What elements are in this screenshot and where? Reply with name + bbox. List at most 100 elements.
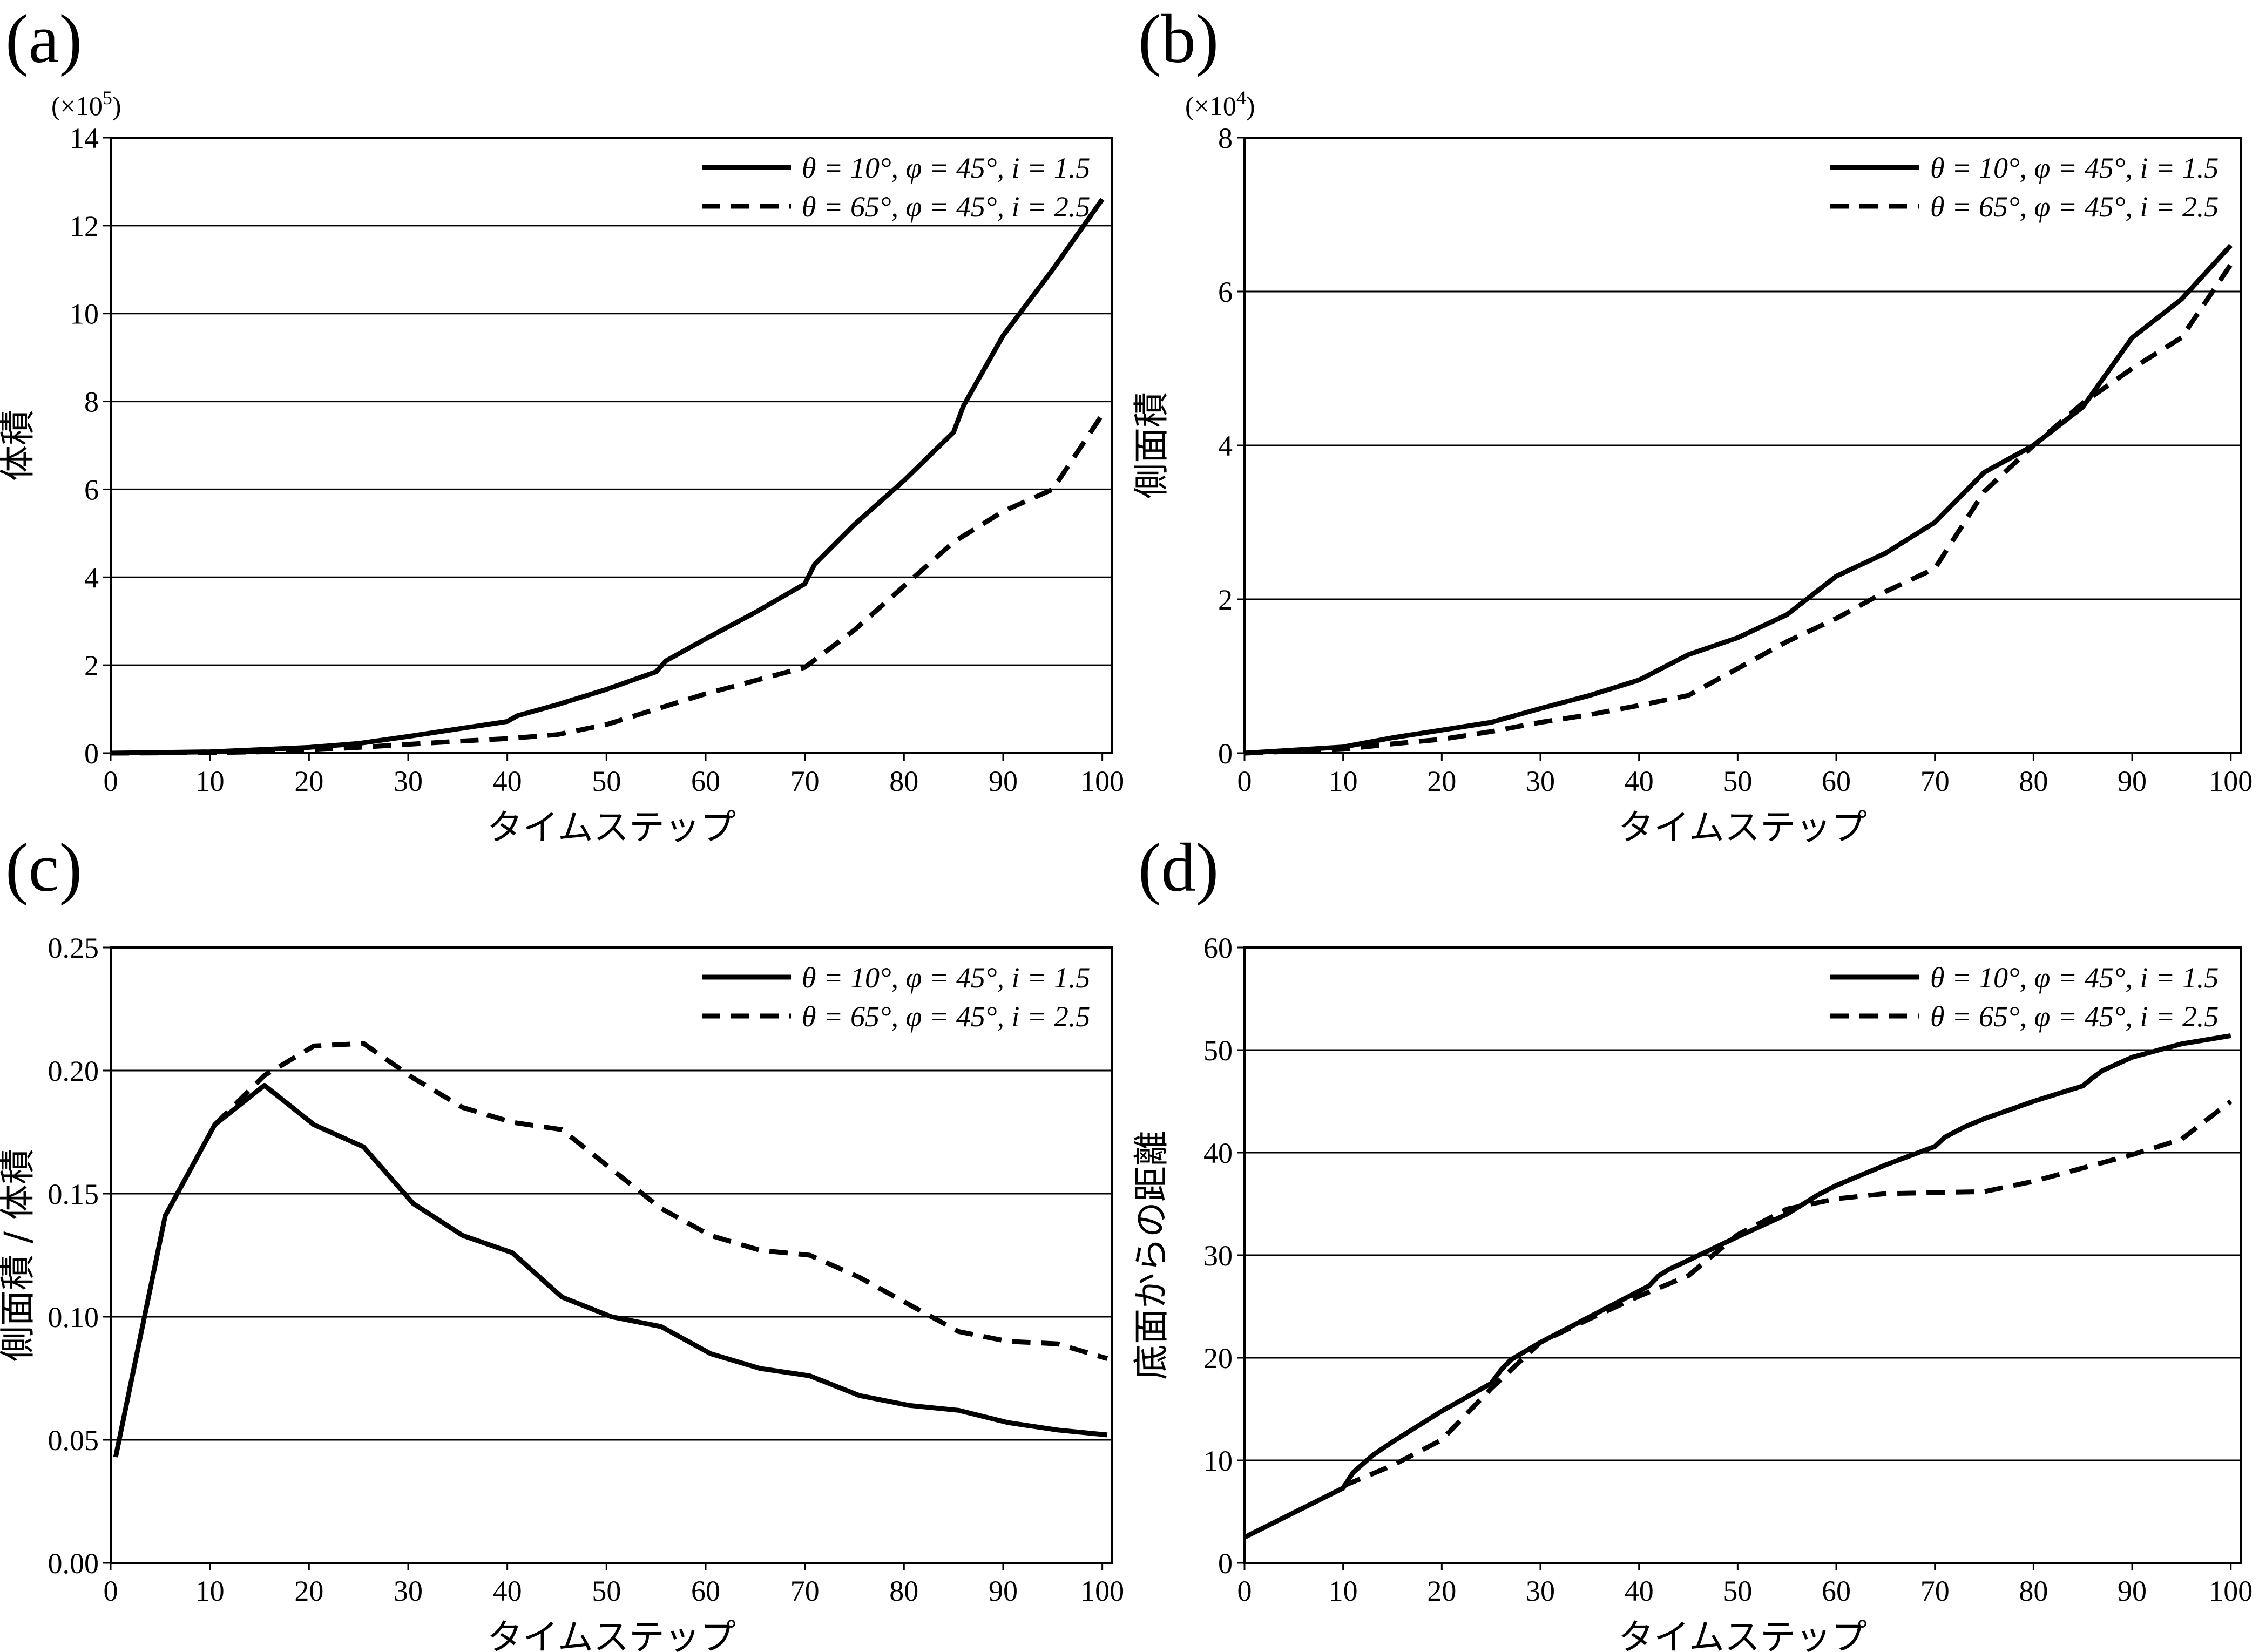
y-tick-label: 40 [1203,1137,1233,1169]
legend-entry-2: θ = 65°, φ = 45°, i = 2.5 [1930,1000,2219,1033]
x-tick-label: 90 [989,765,1018,797]
y-axis-label: 側面積 [1131,392,1172,499]
x-tick-label: 50 [1723,765,1752,797]
legend-entry-2: θ = 65°, φ = 45°, i = 2.5 [802,1000,1090,1033]
y-tick-label: 0 [1218,1547,1233,1580]
y-tick-label: 10 [1203,1445,1233,1477]
y-tick-label: 20 [1203,1342,1233,1375]
x-tick-label: 90 [2118,1575,2147,1607]
legend-entry-1: θ = 10°, φ = 45°, i = 1.5 [802,962,1090,994]
y-tick-label: 8 [1218,122,1233,154]
y-tick-label: 0.05 [48,1424,99,1457]
chart-panel-a: (a) 0 2 4 6 8 10 12 14 0 10 20 30 40 50 60 70 80 90 100 タイムス… [0,1,1124,848]
series-line-1 [113,1082,1108,1458]
y-tick-label: 2 [1218,584,1233,616]
x-tick-label: 60 [1822,765,1851,797]
x-tick-label: 10 [1329,1575,1358,1607]
x-tick-label: 100 [2209,1575,2253,1607]
x-tick-label: 30 [1526,1575,1555,1607]
y-tick-label: 12 [70,210,99,242]
y-tick-label: 0.25 [48,932,99,964]
x-tick-label: 20 [294,765,323,797]
axis-scale-note: (×104) [1185,87,1255,121]
x-tick-label: 80 [889,765,918,797]
x-axis-label: タイムステップ [487,1616,736,1652]
x-tick-label: 20 [1427,1575,1456,1607]
panel-label: (d) [1138,829,1219,906]
y-tick-label: 14 [70,122,99,154]
series-line-2 [110,413,1105,756]
x-tick-label: 90 [2118,765,2147,797]
y-tick-label: 2 [84,649,99,682]
x-tick-label: 50 [592,765,621,797]
y-tick-label: 4 [84,561,99,594]
x-tick-label: 80 [2019,765,2048,797]
x-tick-label: 10 [195,765,225,797]
legend-entry-2: θ = 65°, φ = 45°, i = 2.5 [1930,191,2219,223]
legend-entry-1: θ = 10°, φ = 45°, i = 1.5 [1930,152,2219,184]
x-tick-label: 40 [1625,765,1654,797]
plot-frame [110,137,1113,754]
y-tick-label: 8 [84,386,99,418]
series-line-2 [1342,1099,2233,1488]
x-tick-label: 50 [592,1575,621,1607]
y-tick-label: 4 [1218,430,1233,462]
axis-scale-note: (×105) [51,87,121,121]
x-tick-label: 20 [1427,765,1456,797]
x-tick-label: 70 [1920,765,1950,797]
y-tick-label: 60 [1203,932,1233,964]
y-tick-label: 50 [1203,1034,1233,1067]
y-tick-label: 10 [70,298,99,330]
y-axis-label: 底面からの距離 [1131,1130,1172,1380]
legend-entry-2: θ = 65°, φ = 45°, i = 2.5 [802,191,1090,223]
x-tick-label: 70 [1920,1575,1950,1607]
x-tick-label: 100 [2209,765,2253,797]
y-tick-label: 0.15 [48,1178,99,1210]
series-line-2 [1244,263,2233,756]
x-tick-label: 40 [493,765,522,797]
y-tick-label: 30 [1203,1240,1233,1272]
x-tick-label: 100 [1080,1575,1124,1607]
series-line-1 [110,198,1105,756]
series-line-1 [1244,243,2233,756]
x-tick-label: 60 [1822,1575,1851,1607]
panel-label: (c) [5,829,82,906]
x-tick-label: 20 [294,1575,323,1607]
x-tick-label: 60 [691,765,720,797]
x-tick-label: 30 [394,765,423,797]
x-tick-label: 30 [1526,765,1555,797]
x-tick-label: 40 [1625,1575,1654,1607]
y-axis-label: 体積 [0,410,38,481]
series-line-2 [213,1041,1108,1361]
x-axis-label: タイムステップ [487,807,736,848]
y-tick-label: 6 [1218,276,1233,308]
plot-frame [110,946,1113,1564]
chart-panel-c: (c) 0.00 0.05 0.10 0.15 0.20 0.25 0 10 20 30 40 50 60… [0,829,1124,1652]
legend-entry-1: θ = 10°, φ = 45°, i = 1.5 [802,152,1090,184]
x-axis-label: タイムステップ [1618,807,1867,848]
x-tick-label: 80 [889,1575,918,1607]
y-tick-label: 0 [84,737,99,770]
y-tick-label: 0 [1218,737,1233,770]
x-tick-label: 100 [1080,765,1124,797]
x-tick-label: 0 [1237,1575,1252,1607]
panel-label: (b) [1138,1,1219,77]
x-tick-label: 0 [104,1575,118,1607]
y-tick-label: 6 [84,473,99,506]
x-tick-label: 70 [790,765,820,797]
x-tick-label: 50 [1723,1575,1752,1607]
x-tick-label: 60 [691,1575,720,1607]
x-tick-label: 90 [989,1575,1018,1607]
x-axis-label: タイムステップ [1618,1616,1867,1652]
chart-panel-d: (d) 0 10 20 30 40 50 60 0 10 20 30 40 50 60 70 80 90 100 タイ… [1131,829,2253,1652]
x-tick-label: 0 [1237,765,1252,797]
x-tick-label: 10 [1329,765,1358,797]
x-tick-label: 80 [2019,1575,2048,1607]
y-axis-label: 側面積 / 体積 [0,1149,38,1362]
legend-entry-1: θ = 10°, φ = 45°, i = 1.5 [1930,962,2219,994]
y-tick-label: 0.20 [48,1055,99,1087]
x-tick-label: 0 [104,765,118,797]
y-tick-label: 0.00 [48,1547,99,1580]
